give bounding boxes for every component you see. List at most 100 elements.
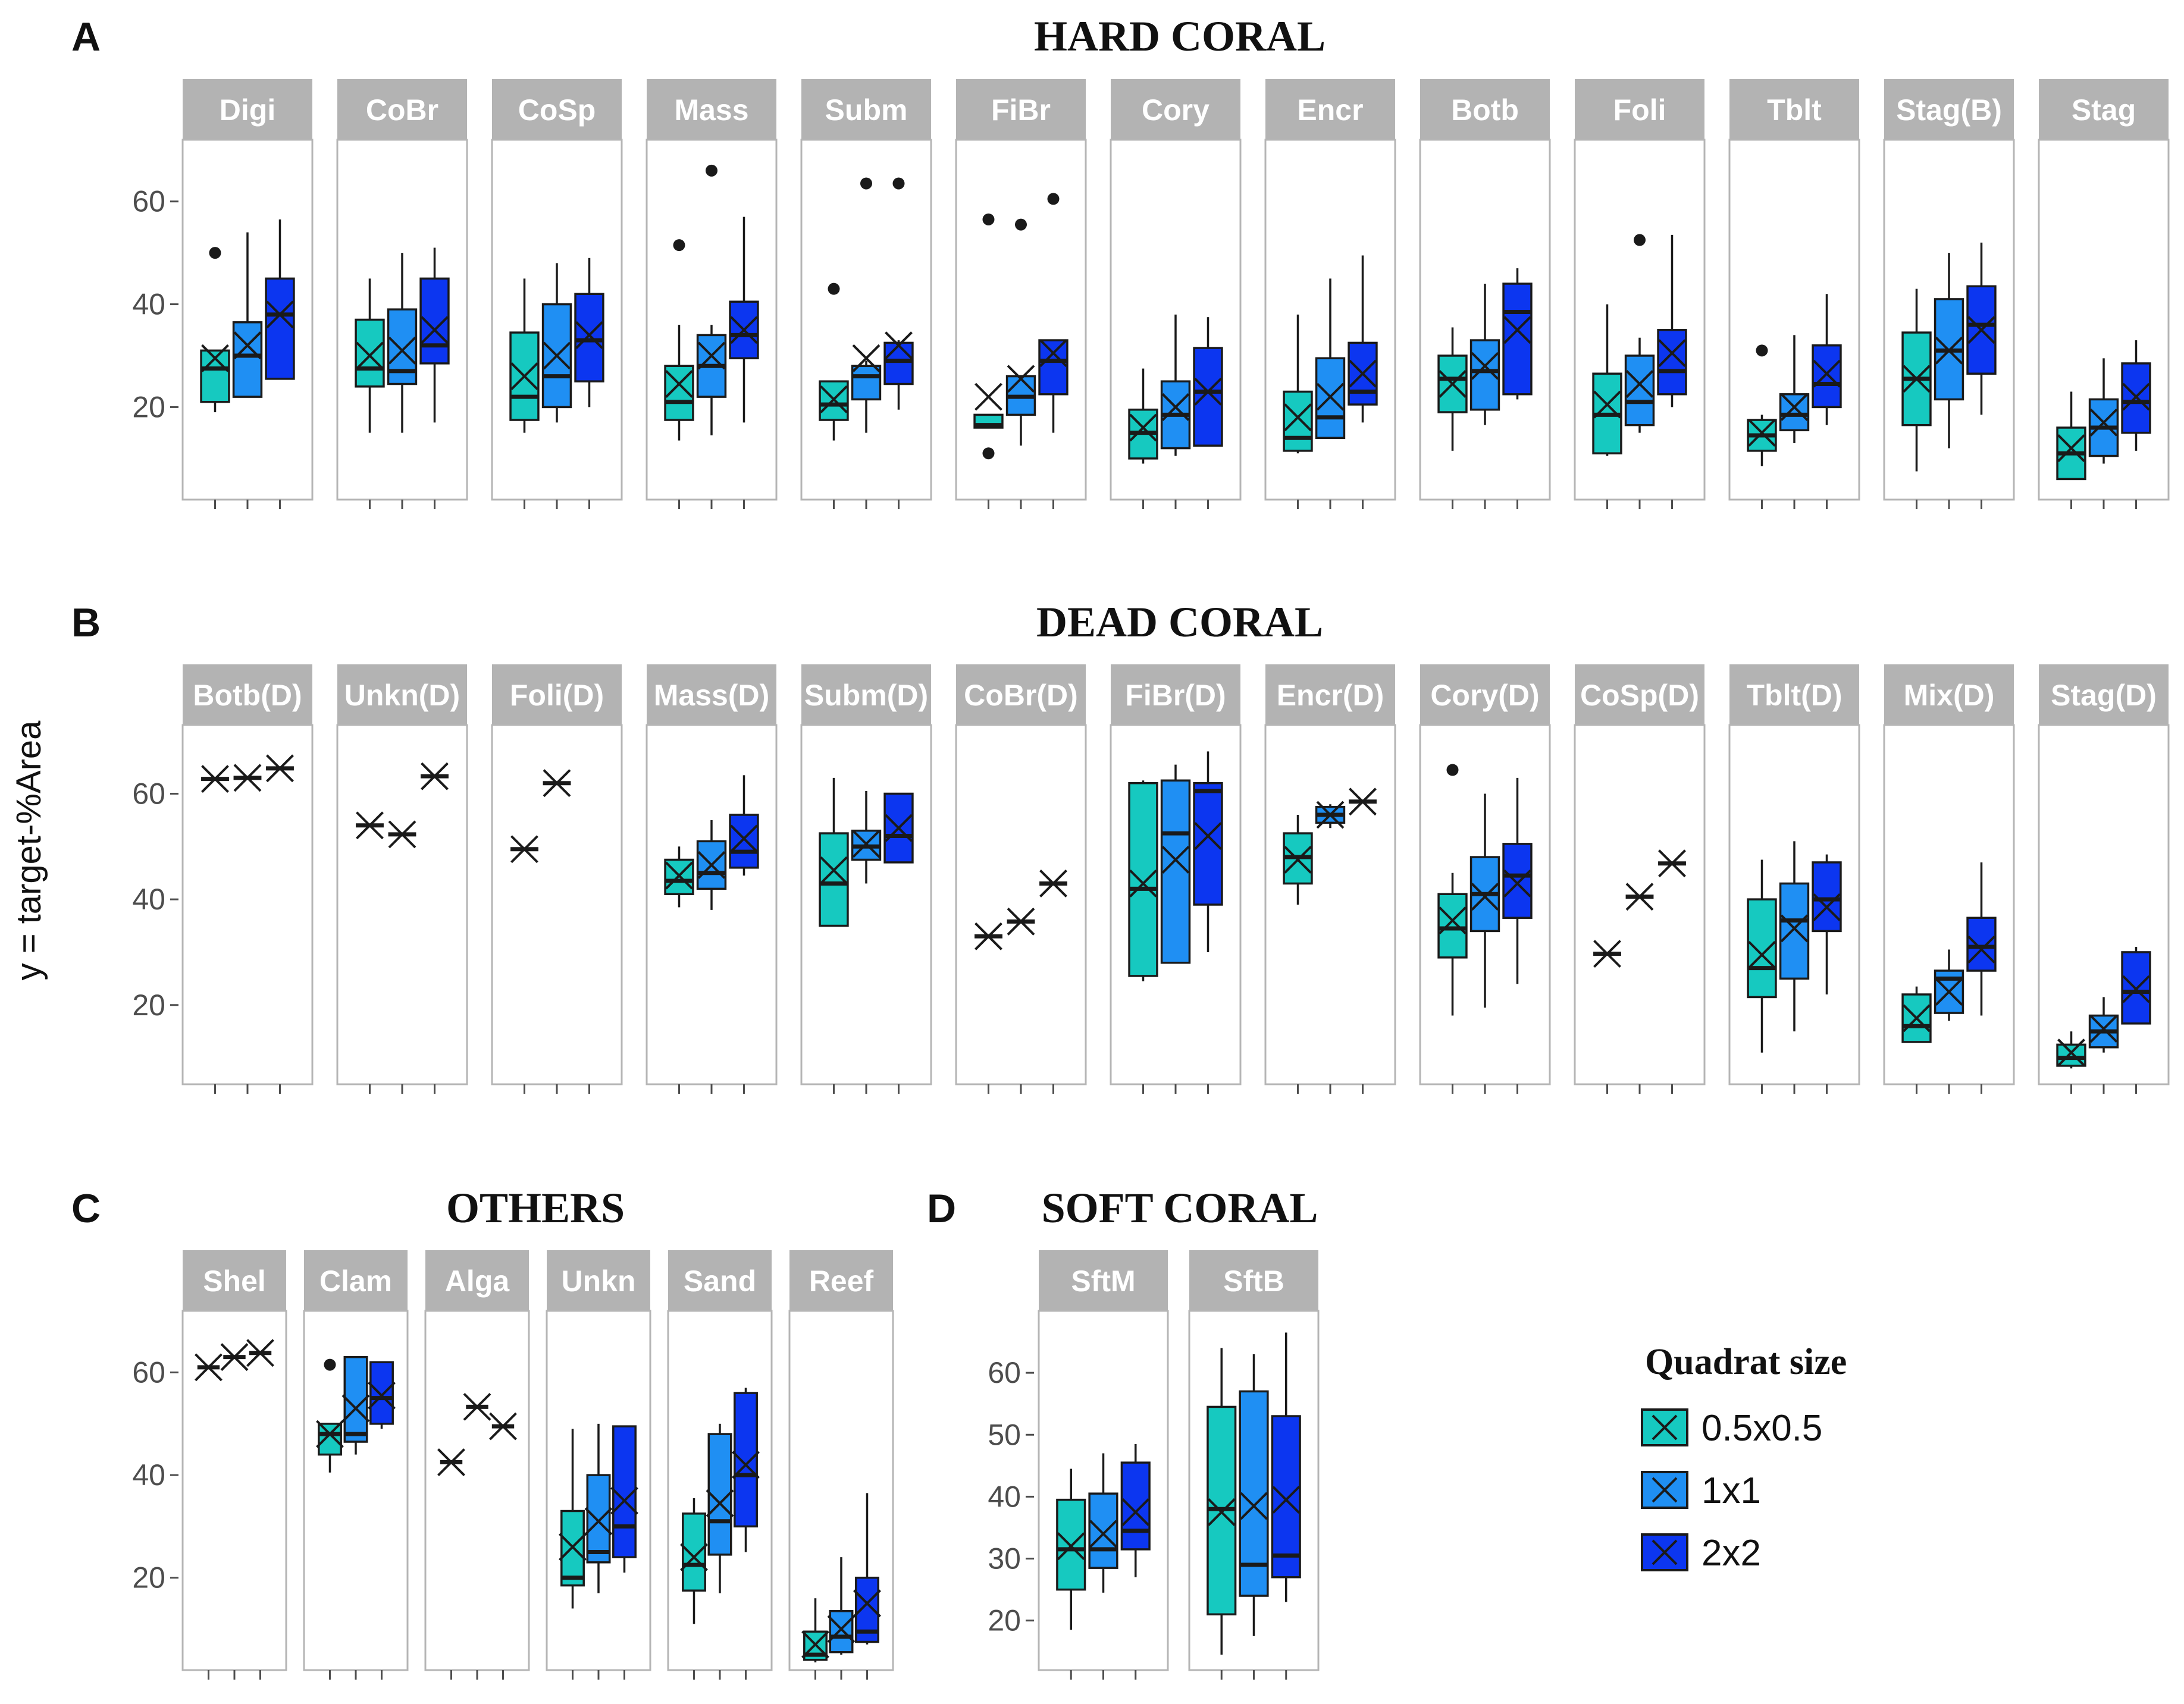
box-mean-marker — [1813, 893, 1841, 921]
facet-strip-label: Digi — [220, 93, 275, 127]
box-body — [1120, 1461, 1151, 1551]
box — [387, 253, 418, 433]
box-mean-marker — [1194, 378, 1222, 406]
box — [1469, 793, 1500, 1008]
facet-strip — [425, 1250, 529, 1311]
box — [1038, 193, 1069, 433]
box — [729, 216, 759, 423]
box — [195, 1353, 223, 1382]
box — [1901, 288, 1932, 472]
facet: Mass(D) — [646, 664, 778, 1094]
box-outlier — [982, 213, 995, 225]
box — [1747, 344, 1777, 466]
facet-strip-label: Tblt(D) — [1746, 679, 1842, 712]
facet-strip — [668, 1250, 772, 1311]
box — [1812, 294, 1842, 425]
box-mean-marker — [388, 820, 416, 849]
facet-strip-label: SftB — [1223, 1264, 1284, 1298]
facet: CoBr — [336, 79, 468, 509]
box-mean-marker — [2122, 975, 2150, 1003]
facet: Unkn — [546, 1250, 651, 1680]
panel-title-others: OTHERS — [446, 1184, 625, 1232]
box — [680, 1498, 708, 1624]
facet-strip — [337, 79, 467, 140]
box — [973, 213, 1004, 460]
box — [1039, 870, 1067, 897]
box-mean-marker — [510, 835, 538, 864]
box-mean-marker — [575, 321, 603, 349]
box — [851, 791, 882, 884]
box — [421, 762, 449, 790]
box — [1193, 317, 1223, 447]
box — [1160, 314, 1191, 456]
facet-strip-label: Unkn — [562, 1264, 636, 1298]
box — [200, 247, 230, 413]
box — [1128, 368, 1158, 464]
y-tick-label: 60 — [132, 777, 165, 810]
box — [232, 232, 263, 398]
box-mean-marker — [1129, 870, 1157, 897]
box-mean-marker — [489, 1412, 517, 1441]
box-mean-marker — [356, 811, 384, 840]
facet: CoBr(D) — [955, 664, 1087, 1094]
facet-strip — [337, 664, 467, 725]
box-mean-marker — [885, 814, 913, 842]
box-mean-marker — [730, 316, 758, 344]
box — [1056, 1468, 1086, 1630]
box-body — [1779, 393, 1810, 432]
facet: SftB — [1188, 1250, 1320, 1680]
facet-strip — [801, 664, 931, 725]
box-mean-marker — [1967, 936, 1995, 964]
box-mean-marker — [543, 769, 571, 798]
box — [2088, 997, 2119, 1053]
facet-strip-label: SftM — [1071, 1264, 1135, 1298]
panel-title-dead-coral: DEAD CORAL — [1036, 598, 1323, 646]
box — [201, 765, 229, 793]
box-mean-marker — [1272, 1486, 1301, 1514]
box — [801, 1598, 829, 1663]
box — [2056, 391, 2086, 481]
legend-title: Quadrat size — [1645, 1342, 1847, 1382]
box-body — [2121, 951, 2151, 1025]
facet-strip — [1575, 79, 1704, 140]
box — [2088, 358, 2119, 464]
box-mean-marker — [1316, 801, 1345, 829]
facet: Encr(D) — [1264, 664, 1396, 1094]
facet-strip-label: CoBr — [366, 93, 438, 127]
box — [1128, 780, 1158, 981]
box — [559, 1429, 587, 1609]
facet-strip — [2039, 79, 2169, 140]
box — [1239, 1354, 1269, 1636]
box-mean-marker — [1935, 978, 1963, 1006]
box-mean-marker — [975, 382, 1002, 411]
facet-strip-label: Reef — [809, 1264, 874, 1298]
box-mean-marker — [1503, 316, 1531, 344]
facet-plot-area — [181, 1310, 287, 1671]
box-outlier — [324, 1358, 336, 1371]
box — [541, 263, 572, 423]
box-mean-marker — [1658, 849, 1686, 878]
box-mean-marker — [1658, 339, 1686, 368]
facet: Tblt — [1728, 79, 1860, 509]
box-body — [1088, 1492, 1118, 1569]
box-mean-marker — [1007, 908, 1035, 936]
facet: Mass — [646, 79, 778, 509]
facet-strip — [492, 664, 622, 725]
box-mean-marker — [1161, 393, 1190, 421]
box — [266, 754, 294, 783]
box-mean-marker — [885, 331, 913, 360]
box-mean-marker — [1439, 370, 1467, 398]
box — [510, 835, 538, 864]
facet-strip — [492, 79, 622, 140]
facet: Clam — [303, 1250, 409, 1680]
box-mean-marker — [1471, 352, 1499, 380]
box — [1624, 234, 1655, 433]
panel-others: 20 40 60 Shel Clam Alga Unkn Sand Reef — [132, 1250, 894, 1680]
y-tick-label: 60 — [132, 185, 165, 218]
box-outlier — [673, 239, 685, 252]
box — [1007, 908, 1035, 936]
facet: Digi — [181, 79, 314, 509]
box-mean-marker — [1903, 365, 1931, 393]
box-mean-marker — [510, 362, 538, 390]
facet: Cory(D) — [1419, 664, 1551, 1094]
